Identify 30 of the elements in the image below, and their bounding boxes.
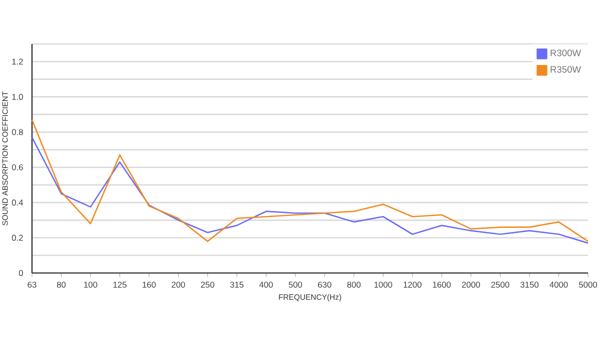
- x-tick-label: 5000: [578, 282, 598, 288]
- x-tick-label: 100: [84, 282, 98, 288]
- x-tick-label: 630: [318, 282, 332, 288]
- x-tick-label: 315: [230, 282, 244, 288]
- x-tick-label: 125: [113, 282, 126, 288]
- legend-label: R300W: [550, 50, 582, 56]
- x-tick-label: 500: [288, 282, 302, 288]
- y-tick-label: 0.2: [12, 234, 23, 241]
- y-tick-label: 0: [18, 270, 23, 276]
- x-tick-label: 2000: [462, 282, 480, 288]
- x-tick-label: 250: [200, 282, 214, 288]
- x-tick-label: 200: [172, 282, 185, 288]
- x-tick-label: 1000: [374, 282, 392, 288]
- x-tick-label: 63: [28, 282, 36, 288]
- line-series: [31, 136, 589, 244]
- x-tick-label: 800: [347, 282, 361, 288]
- x-tick-label: 4000: [550, 282, 568, 288]
- legend-label: R350W: [550, 66, 582, 73]
- y-tick-label: 0.6: [12, 164, 23, 170]
- x-tick-label: 160: [142, 282, 156, 288]
- x-tick-label: 2500: [491, 282, 510, 288]
- y-tick-label: 0.4: [12, 200, 24, 206]
- x-tick-label: 3150: [520, 282, 538, 288]
- x-tick-label: 1600: [432, 282, 451, 288]
- y-tick-label: 1.2: [12, 58, 23, 65]
- x-tick-label: 400: [259, 282, 273, 288]
- y-tick-label: 1.0: [12, 94, 23, 100]
- x-tick-label: 80: [56, 282, 66, 288]
- x-tick-label: 1200: [404, 282, 422, 288]
- y-tick-label: 0.8: [12, 129, 23, 136]
